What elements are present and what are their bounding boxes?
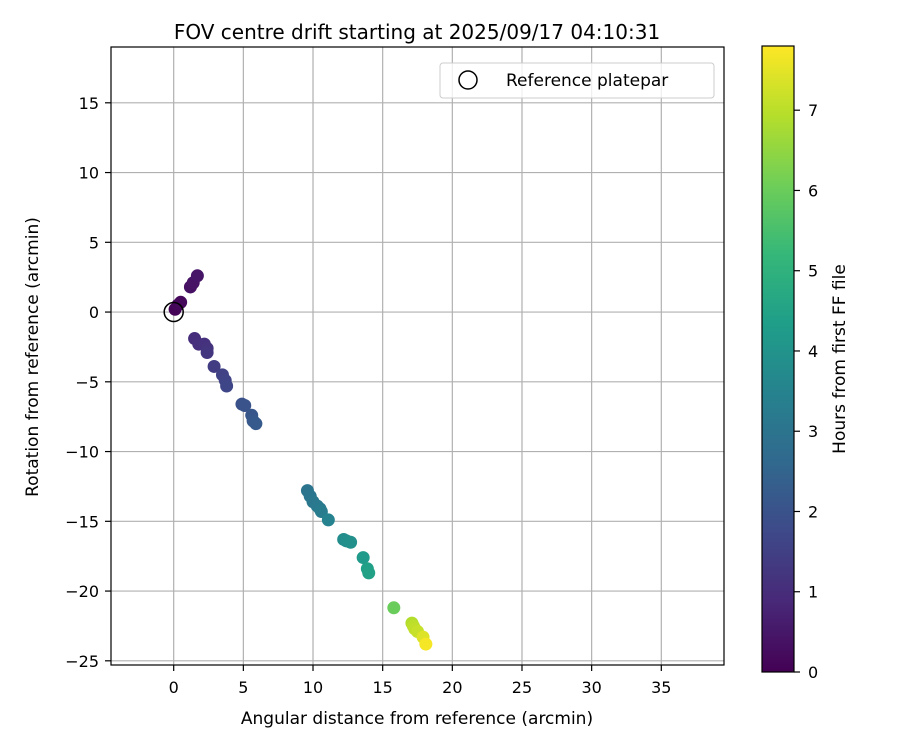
colorbar-tick-label: 4	[808, 342, 818, 361]
x-tick-label: 5	[238, 678, 248, 697]
legend: Reference platepar	[439, 62, 715, 99]
y-tick-label: 5	[89, 233, 99, 252]
data-point	[356, 551, 370, 565]
data-point	[419, 637, 433, 651]
colorbar-gradient	[762, 46, 794, 672]
x-axis-ticks: 0 5 10 15 20 25 30 35	[169, 665, 671, 697]
data-point	[321, 513, 335, 527]
colorbar-tick-label: 6	[808, 181, 818, 200]
y-tick-label: −25	[65, 652, 99, 671]
reference-marker-layer	[163, 301, 184, 323]
legend-box	[439, 62, 715, 99]
y-tick-label: −5	[75, 373, 99, 392]
y-tick-label: −15	[65, 512, 99, 531]
colorbar-tick-label: 5	[808, 262, 818, 281]
x-tick-label: 35	[651, 678, 671, 697]
data-point	[344, 535, 358, 549]
data-point	[220, 379, 234, 393]
x-tick-label: 30	[581, 678, 601, 697]
data-point	[387, 601, 401, 615]
colorbar-tick-label: 0	[808, 663, 818, 682]
plot-frame	[110, 46, 725, 666]
data-point	[190, 269, 204, 283]
chart-title: FOV centre drift starting at 2025/09/17 …	[174, 20, 660, 44]
colorbar-tick-label: 7	[808, 101, 818, 120]
x-tick-label: 20	[442, 678, 462, 697]
y-axis-label: Rotation from reference (arcmin)	[23, 217, 43, 497]
legend-reference-marker	[458, 70, 478, 90]
y-tick-label: 15	[79, 94, 99, 113]
data-point	[174, 295, 188, 309]
y-tick-label: 0	[89, 303, 99, 322]
colorbar-label: Hours from first FF file	[830, 264, 850, 454]
data-points	[168, 269, 433, 651]
data-point	[362, 566, 376, 580]
data-point	[249, 417, 263, 431]
y-axis-ticks: 15 10 5 0 −5 −10 −15 −20 −25	[65, 94, 111, 671]
colorbar-tick-label: 1	[808, 583, 818, 602]
colorbar-tick-label: 3	[808, 422, 818, 441]
colorbar-ticks: 0 1 2 3 4 5 6 7	[794, 101, 818, 682]
data-point	[200, 346, 214, 360]
x-tick-label: 15	[372, 678, 392, 697]
plot-background	[111, 47, 724, 665]
y-tick-label: 10	[79, 164, 99, 183]
colorbar-frame	[761, 45, 795, 673]
x-axis-label: Angular distance from reference (arcmin)	[241, 709, 593, 729]
data-point	[207, 359, 221, 373]
x-tick-label: 0	[169, 678, 179, 697]
data-point	[238, 399, 252, 413]
colorbar: 0 1 2 3 4 5 6 7 Hours from first FF file	[761, 45, 850, 682]
colorbar-tick-label: 2	[808, 502, 818, 521]
grid-lines	[111, 47, 724, 665]
reference-platepar-marker	[163, 301, 184, 323]
y-tick-label: −20	[65, 582, 99, 601]
x-tick-label: 10	[303, 678, 323, 697]
legend-reference-label: Reference platepar	[506, 71, 668, 91]
y-tick-label: −10	[65, 443, 99, 462]
x-tick-label: 25	[512, 678, 532, 697]
